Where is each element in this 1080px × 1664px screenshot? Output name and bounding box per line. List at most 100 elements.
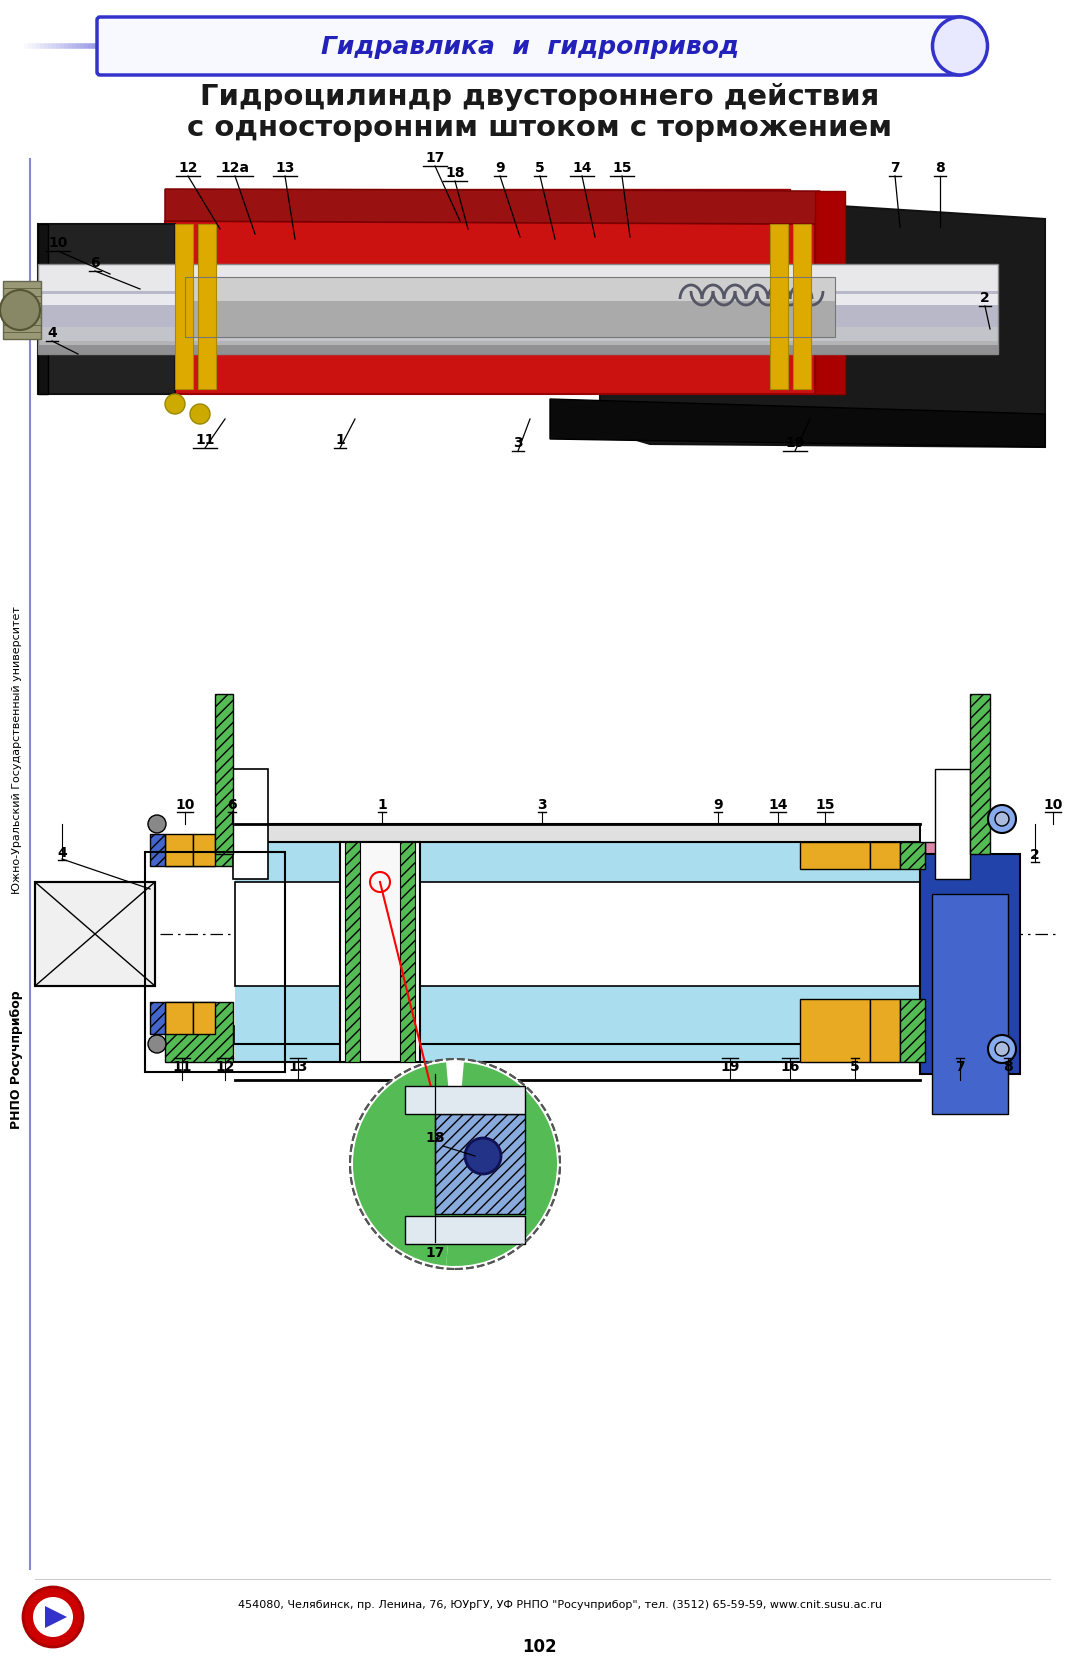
Text: РНПО Росучприбор: РНПО Росучприбор xyxy=(11,990,24,1128)
Polygon shape xyxy=(45,1606,67,1627)
Polygon shape xyxy=(165,190,820,225)
Circle shape xyxy=(995,1042,1009,1057)
Bar xyxy=(38,341,998,354)
Text: 12: 12 xyxy=(215,1060,234,1073)
Text: 15: 15 xyxy=(612,161,632,175)
Text: 4: 4 xyxy=(48,326,57,339)
Bar xyxy=(920,855,1020,1075)
Bar xyxy=(150,835,165,867)
Bar xyxy=(793,225,811,389)
Text: 8: 8 xyxy=(1003,1060,1013,1073)
Bar xyxy=(924,842,945,870)
Bar xyxy=(405,1216,525,1245)
Bar xyxy=(185,278,835,301)
Text: 102: 102 xyxy=(523,1637,557,1656)
Text: 12a: 12a xyxy=(220,161,249,175)
Text: 9: 9 xyxy=(713,797,723,812)
Text: 19: 19 xyxy=(785,436,805,449)
Polygon shape xyxy=(165,190,789,220)
Circle shape xyxy=(350,1060,561,1270)
Text: 2: 2 xyxy=(981,291,990,305)
Bar xyxy=(235,1027,920,1045)
Bar xyxy=(235,882,920,987)
Text: 7: 7 xyxy=(890,161,900,175)
Bar xyxy=(150,1002,165,1035)
Circle shape xyxy=(465,1138,501,1175)
Circle shape xyxy=(165,394,185,414)
Text: 10: 10 xyxy=(1043,797,1063,812)
Bar xyxy=(770,225,788,389)
Text: Гидроцилиндр двустороннего действия: Гидроцилиндр двустороннего действия xyxy=(201,83,879,111)
Bar xyxy=(815,191,845,394)
Text: 6: 6 xyxy=(91,256,99,270)
Circle shape xyxy=(33,1597,73,1637)
Text: 3: 3 xyxy=(537,797,546,812)
Text: 5: 5 xyxy=(850,1060,860,1073)
Polygon shape xyxy=(600,195,1045,448)
Wedge shape xyxy=(455,1063,557,1165)
Bar xyxy=(870,1000,900,1062)
Text: 9: 9 xyxy=(496,161,504,175)
Bar xyxy=(165,835,193,867)
Text: 3: 3 xyxy=(513,436,523,449)
Bar xyxy=(235,882,920,987)
Bar xyxy=(932,895,1008,1115)
Text: 1: 1 xyxy=(335,433,345,446)
Text: 12: 12 xyxy=(178,161,198,175)
Bar xyxy=(38,265,998,354)
Bar xyxy=(233,769,268,880)
Bar xyxy=(185,278,835,338)
Bar xyxy=(175,225,193,389)
Circle shape xyxy=(190,404,210,424)
Circle shape xyxy=(0,291,40,331)
FancyBboxPatch shape xyxy=(97,18,963,77)
Bar xyxy=(38,265,998,291)
Bar xyxy=(165,1002,193,1035)
Text: 8: 8 xyxy=(935,161,945,175)
Text: 15: 15 xyxy=(815,797,835,812)
Text: 10: 10 xyxy=(175,797,194,812)
Bar xyxy=(198,225,216,389)
Bar xyxy=(145,852,285,1072)
Text: Гидравлика  и  гидропривод: Гидравлика и гидропривод xyxy=(321,35,739,58)
Bar xyxy=(800,842,870,870)
Text: 19: 19 xyxy=(720,1060,740,1073)
Text: 11: 11 xyxy=(172,1060,192,1073)
Text: 11: 11 xyxy=(195,433,215,446)
Text: 6: 6 xyxy=(227,797,237,812)
Text: 1: 1 xyxy=(377,797,387,812)
Circle shape xyxy=(148,815,166,834)
Bar xyxy=(800,1000,870,1062)
Wedge shape xyxy=(446,1165,557,1266)
Bar xyxy=(900,842,924,870)
Text: 14: 14 xyxy=(768,797,787,812)
Bar xyxy=(935,769,970,880)
Bar xyxy=(35,882,156,987)
Circle shape xyxy=(988,805,1016,834)
Text: 16: 16 xyxy=(781,1060,799,1073)
Circle shape xyxy=(988,1035,1016,1063)
Text: 18: 18 xyxy=(445,166,464,180)
Polygon shape xyxy=(38,225,175,394)
Bar xyxy=(235,824,920,1045)
Text: 4: 4 xyxy=(57,845,67,860)
Text: 17: 17 xyxy=(426,1245,445,1260)
Bar xyxy=(38,225,48,394)
Bar xyxy=(165,842,233,867)
Text: 7: 7 xyxy=(955,1060,964,1073)
Text: 10: 10 xyxy=(49,236,68,250)
Bar xyxy=(235,842,920,882)
Bar xyxy=(235,987,920,1062)
Text: с односторонним штоком с торможением: с односторонним штоком с торможением xyxy=(188,113,892,141)
Bar xyxy=(340,842,420,1062)
Bar xyxy=(345,842,360,1062)
Bar xyxy=(3,281,41,339)
Bar xyxy=(35,882,156,987)
Text: Южно-Уральский Государственный университет: Южно-Уральский Государственный университ… xyxy=(12,606,22,894)
Text: 14: 14 xyxy=(572,161,592,175)
Ellipse shape xyxy=(932,18,987,77)
Bar xyxy=(38,328,998,346)
Bar xyxy=(405,1087,525,1115)
Circle shape xyxy=(23,1587,83,1647)
Text: 5: 5 xyxy=(535,161,545,175)
